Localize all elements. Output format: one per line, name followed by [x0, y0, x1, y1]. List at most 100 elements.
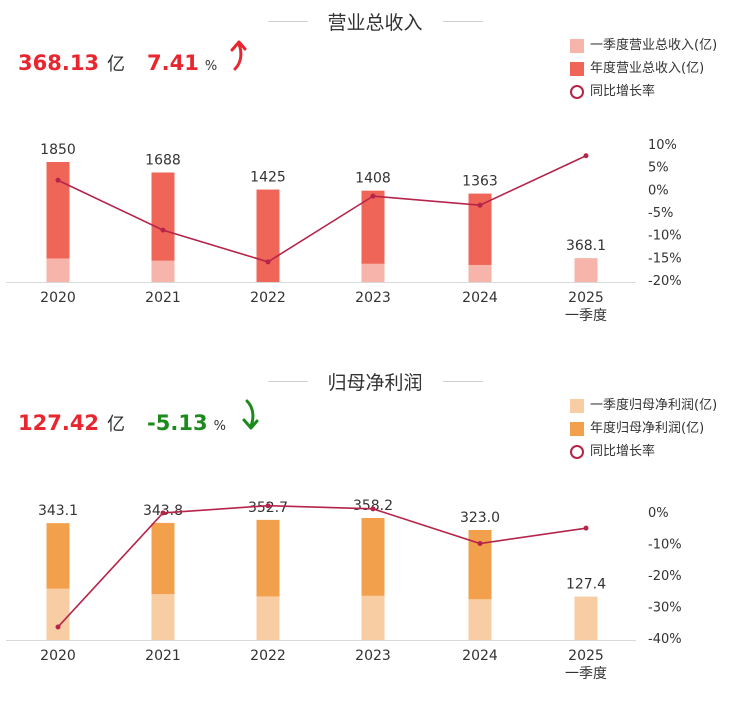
x-tick-label: 2022	[250, 648, 286, 664]
yoy-point	[55, 624, 61, 630]
legend-swatch-profit-q1	[570, 398, 584, 413]
y-right-tick-label: 0%	[648, 506, 669, 521]
bar-q1	[361, 595, 385, 640]
y-right-tick-label: -30%	[648, 601, 682, 616]
y-right-tick-label: 5%	[648, 161, 669, 176]
revenue-kpi-change: 7.41	[147, 51, 199, 75]
revenue-kpi-unit: 亿	[107, 54, 126, 75]
bar-q1	[468, 599, 492, 640]
y-right-tick-label: -5%	[648, 206, 673, 221]
y-right-tick-label: -20%	[648, 569, 682, 584]
y-right-tick-label: -15%	[648, 251, 682, 266]
bar-q1	[361, 263, 385, 282]
yoy-point	[55, 177, 61, 183]
data-label: 358.2	[353, 498, 393, 514]
revenue-kpi-pct: %	[204, 59, 218, 74]
legend-label: 同比增长率	[590, 444, 656, 459]
profit-kpi-unit: 亿	[107, 414, 126, 435]
y-right-tick-label: -10%	[648, 229, 682, 244]
bar-q1	[256, 596, 280, 640]
legend-label: 同比增长率	[590, 84, 656, 99]
yoy-point	[370, 506, 376, 512]
bar-annual	[46, 162, 70, 282]
x-tick-label: 2022	[250, 290, 286, 306]
x-tick-label: 2023	[355, 290, 391, 306]
x-tick-label: 2020	[40, 648, 76, 664]
yoy-point	[477, 202, 483, 208]
profit-chart: 343.12020343.82021352.72022358.22023323.…	[6, 498, 682, 682]
y-right-tick-label: -20%	[648, 274, 682, 289]
data-label: 323.0	[460, 510, 500, 526]
bar-q1	[46, 588, 70, 640]
yoy-point	[265, 259, 271, 265]
bar-annual	[468, 193, 492, 282]
bar-q1	[151, 260, 175, 282]
data-label: 1688	[145, 153, 181, 169]
revenue-title-line-left	[268, 21, 308, 22]
yoy-point	[370, 193, 376, 199]
yoy-point	[265, 503, 271, 509]
profit-title-line-left	[268, 381, 308, 382]
x-tick-label: 2021	[145, 648, 181, 664]
legend-label: 一季度营业总收入(亿)	[590, 38, 718, 53]
data-label: 1363	[462, 174, 498, 190]
x-tick-label: 2024	[462, 290, 498, 306]
legend-item-profit-year: 年度归母净利润(亿)	[570, 417, 717, 440]
data-label: 127.4	[566, 577, 606, 593]
yoy-point	[583, 525, 589, 531]
y-right-tick-label: 0%	[648, 183, 669, 198]
yoy-point	[477, 541, 483, 546]
yoy-point	[160, 227, 166, 233]
down-arrow-icon	[242, 399, 259, 430]
data-label: 343.1	[38, 503, 78, 519]
x-tick-label: 2020	[40, 290, 76, 306]
x-tick-label: 一季度	[565, 308, 607, 324]
profit-legend: 一季度归母净利润(亿) 年度归母净利润(亿) 同比增长率	[570, 394, 717, 463]
revenue-title-line-right	[443, 21, 483, 22]
profit-title: 归母净利润	[327, 372, 423, 394]
legend-label: 年度归母净利润(亿)	[590, 421, 705, 436]
profit-kpi-value: 127.42	[18, 411, 100, 435]
y-right-tick-label: -40%	[648, 632, 682, 647]
x-tick-label: 2021	[145, 290, 181, 306]
x-tick-label: 2025	[568, 290, 604, 306]
yoy-line	[57, 504, 587, 628]
x-tick-label: 2023	[355, 648, 391, 664]
legend-item-profit-yoy: 同比增长率	[570, 440, 717, 463]
data-label: 1850	[40, 142, 76, 158]
profit-kpi: 127.42 亿 -5.13%	[18, 410, 226, 436]
legend-item-profit-q1: 一季度归母净利润(亿)	[570, 394, 717, 417]
legend-swatch-rev-year	[570, 61, 584, 76]
revenue-kpi: 368.13 亿 7.41%	[18, 50, 217, 76]
x-tick-label: 2024	[462, 648, 498, 664]
yoy-line	[57, 155, 587, 263]
bar-q1	[151, 594, 175, 640]
bar-annual	[151, 172, 175, 282]
revenue-title: 营业总收入	[327, 12, 423, 34]
legend-item-rev-year: 年度营业总收入(亿)	[570, 57, 717, 80]
bar-annual	[361, 190, 385, 282]
yoy-point	[160, 510, 166, 516]
profit-kpi-change: -5.13	[147, 411, 208, 435]
data-label: 1408	[355, 171, 391, 187]
up-arrow-icon	[230, 40, 247, 71]
bar-annual	[256, 189, 280, 282]
revenue-legend: 一季度营业总收入(亿) 年度营业总收入(亿) 同比增长率	[570, 34, 717, 103]
legend-swatch-profit-year	[570, 421, 584, 436]
x-tick-label: 一季度	[565, 666, 607, 682]
legend-ring-icon	[570, 444, 584, 459]
revenue-chart: 1850 2020 1688 2021 1425 2022 1408 2023 1363 2024…	[6, 138, 682, 324]
legend-label: 一季度归母净利润(亿)	[590, 398, 718, 413]
bar-q1	[468, 264, 492, 282]
legend-ring-icon	[570, 84, 584, 99]
yoy-point	[583, 153, 589, 159]
bar-q1	[574, 596, 598, 640]
legend-item-rev-yoy: 同比增长率	[570, 80, 717, 103]
bar-q1	[574, 258, 598, 282]
y-right-tick-label: -10%	[648, 538, 682, 553]
profit-kpi-pct: %	[213, 419, 226, 434]
bar-q1	[46, 258, 70, 282]
data-label: 1425	[250, 170, 286, 186]
revenue-kpi-value: 368.13	[18, 51, 100, 75]
x-tick-label: 2025	[568, 648, 604, 664]
